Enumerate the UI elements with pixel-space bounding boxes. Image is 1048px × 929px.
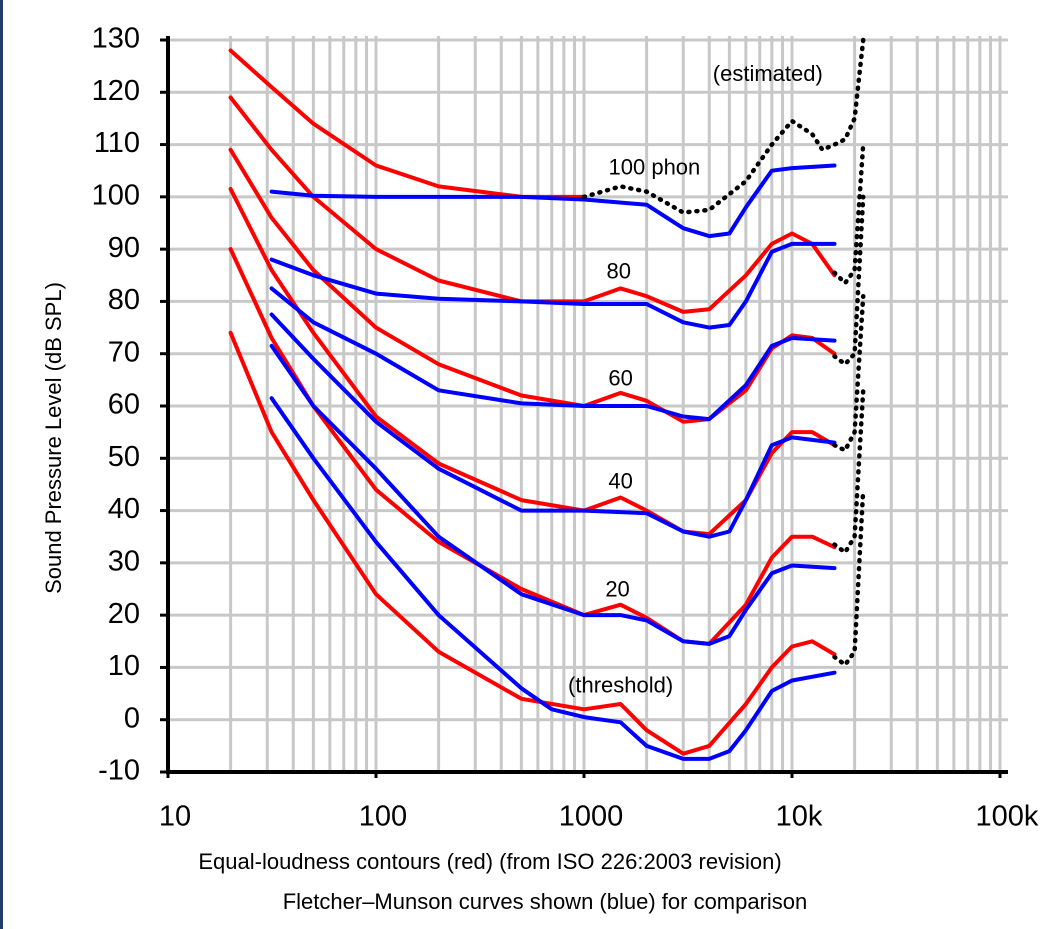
- annotation: 80: [607, 258, 631, 283]
- x-tick-label: 10k: [776, 801, 823, 833]
- y-tick-label: 70: [108, 336, 140, 368]
- y-tick-label: 10: [108, 650, 140, 682]
- annotation: 40: [608, 469, 632, 494]
- y-tick-label: 120: [92, 75, 140, 107]
- annotation: 20: [605, 576, 629, 601]
- curve: [228, 48, 586, 199]
- caption: Fletcher–Munson curves shown (blue) for …: [283, 889, 808, 914]
- y-tick-label: 80: [108, 284, 140, 316]
- curve: [269, 286, 837, 422]
- annotation: (threshold): [568, 673, 673, 698]
- y-tick-label: 100: [92, 180, 140, 212]
- curve: [228, 187, 837, 537]
- curve: [269, 343, 837, 646]
- caption: Equal-loudness contours (red) (from ISO …: [198, 849, 781, 874]
- y-tick-label: 60: [108, 389, 140, 421]
- curve: [228, 330, 837, 756]
- y-tick-label: 90: [108, 232, 140, 264]
- y-tick-label: 110: [94, 127, 140, 159]
- curve: [269, 241, 837, 330]
- y-tick-label: 130: [92, 23, 140, 55]
- x-tick-label: 10: [159, 801, 191, 833]
- curve: [269, 163, 837, 239]
- curve: [228, 95, 837, 314]
- annotation: 100 phon: [609, 154, 701, 179]
- x-tick-label: 100k: [976, 801, 1039, 833]
- y-axis-label: Sound Pressure Level (dB SPL): [41, 282, 66, 594]
- estimated-curve: [832, 487, 866, 668]
- curve: [269, 312, 837, 539]
- y-tick-label: 50: [108, 441, 140, 473]
- y-tick-label: -10: [98, 755, 140, 787]
- y-tick-label: 30: [108, 546, 140, 578]
- curve: [228, 247, 837, 646]
- annotation: 60: [608, 366, 632, 391]
- y-tick-label: 40: [108, 493, 140, 525]
- y-tick-label: 0: [124, 702, 140, 734]
- curve: [228, 147, 837, 424]
- estimated-curve: [832, 388, 866, 555]
- x-tick-label: 1000: [559, 801, 624, 833]
- annotation: (estimated): [713, 61, 823, 86]
- x-tick-label: 100: [359, 801, 407, 833]
- estimated-curve: [581, 37, 866, 215]
- estimated-curve: [832, 142, 866, 286]
- curve: [269, 396, 837, 761]
- window-edge: [0, 0, 3, 929]
- estimated-curve: [832, 194, 866, 367]
- y-tick-label: 20: [108, 598, 140, 630]
- estimated-curve: [832, 293, 866, 453]
